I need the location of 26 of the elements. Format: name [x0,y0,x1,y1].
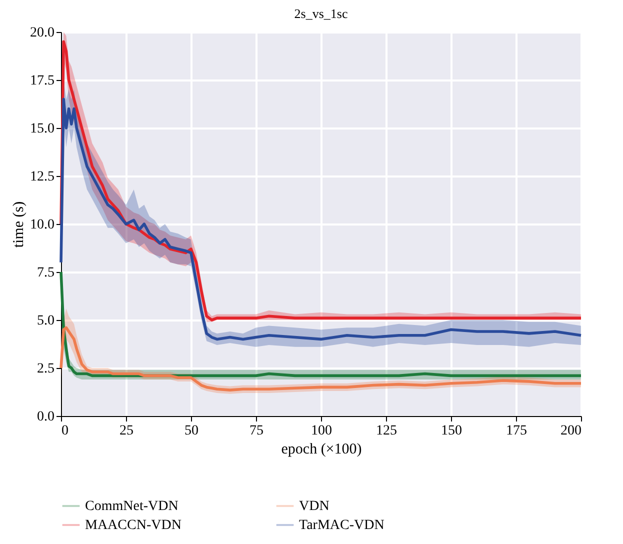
y-tick-label: 5.0 [37,314,54,328]
chart-title: 2s_vs_1sc [294,6,348,21]
y-tick-label: 7.5 [37,266,54,280]
x-tick-label: 125 [376,424,397,438]
legend-label: CommNet-VDN [85,499,178,514]
x-axis-title: epoch (×100) [281,442,362,458]
line-series [60,326,582,392]
legend-label: TarMAC-VDN [299,518,384,533]
x-tick-label: 150 [441,424,462,438]
y-tick-label: 17.5 [30,74,54,88]
x-tick-label: 25 [120,424,134,438]
x-tick-label: 200 [560,424,582,438]
y-tick-label: 2.5 [37,362,54,376]
x-tick-label: 175 [506,424,527,438]
y-tick-label: 15.0 [30,122,54,136]
legend-label: VDN [299,499,330,514]
y-tick-label: 10.0 [30,218,54,232]
y-axis-title: time (s) [11,201,27,248]
x-tick-label: 0 [62,424,68,438]
legend-label: MAACCN-VDN [85,518,182,533]
y-tick-label: 12.5 [30,170,54,184]
x-tick-label: 75 [250,424,264,438]
y-tick-label: 20.0 [30,26,54,40]
x-tick-label: 50 [184,424,198,438]
x-tick-label: 100 [311,424,332,438]
y-tick-label: 0.0 [37,410,54,424]
